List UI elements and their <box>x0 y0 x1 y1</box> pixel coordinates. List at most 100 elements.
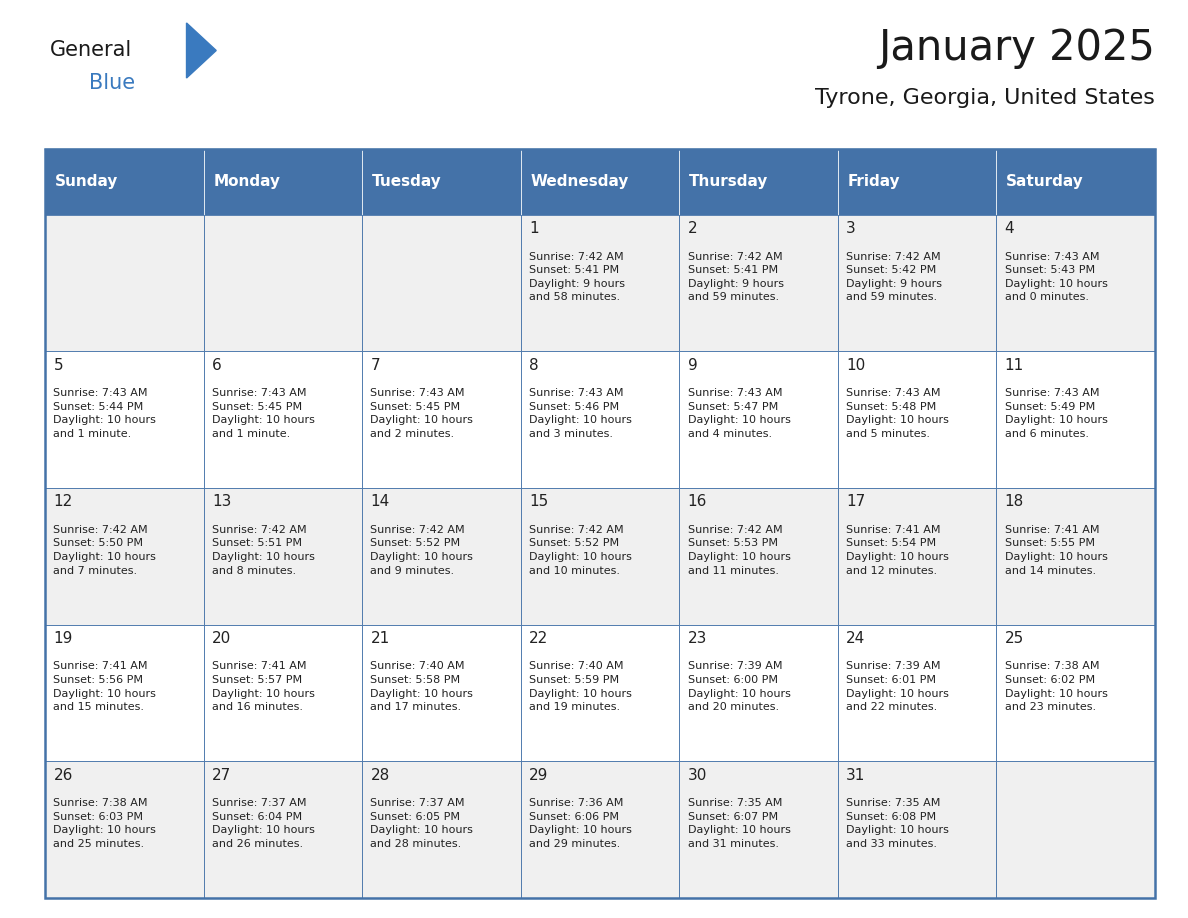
Bar <box>520 352 680 488</box>
Bar <box>997 352 1155 488</box>
Bar <box>45 352 203 488</box>
Bar <box>997 488 1155 624</box>
Text: Tuesday: Tuesday <box>372 174 442 189</box>
Bar <box>203 149 362 215</box>
Text: 7: 7 <box>371 358 380 373</box>
Bar <box>997 149 1155 215</box>
Text: 30: 30 <box>688 767 707 783</box>
Text: 11: 11 <box>1005 358 1024 373</box>
Text: 16: 16 <box>688 495 707 509</box>
Text: General: General <box>50 40 132 61</box>
Bar <box>45 624 203 761</box>
Text: 27: 27 <box>211 767 232 783</box>
Text: 2: 2 <box>688 221 697 236</box>
Bar <box>680 149 838 215</box>
Text: 18: 18 <box>1005 495 1024 509</box>
Text: Sunrise: 7:40 AM
Sunset: 5:58 PM
Daylight: 10 hours
and 17 minutes.: Sunrise: 7:40 AM Sunset: 5:58 PM Dayligh… <box>371 661 473 712</box>
Text: 3: 3 <box>846 221 855 236</box>
Bar <box>680 215 838 352</box>
Text: Sunrise: 7:43 AM
Sunset: 5:43 PM
Daylight: 10 hours
and 0 minutes.: Sunrise: 7:43 AM Sunset: 5:43 PM Dayligh… <box>1005 252 1107 302</box>
Bar <box>520 624 680 761</box>
Text: Sunrise: 7:39 AM
Sunset: 6:00 PM
Daylight: 10 hours
and 20 minutes.: Sunrise: 7:39 AM Sunset: 6:00 PM Dayligh… <box>688 661 790 712</box>
Polygon shape <box>187 23 216 78</box>
Text: 28: 28 <box>371 767 390 783</box>
Bar <box>680 624 838 761</box>
Text: Sunrise: 7:39 AM
Sunset: 6:01 PM
Daylight: 10 hours
and 22 minutes.: Sunrise: 7:39 AM Sunset: 6:01 PM Dayligh… <box>846 661 949 712</box>
Text: Sunday: Sunday <box>55 174 118 189</box>
Text: Monday: Monday <box>213 174 280 189</box>
Text: 12: 12 <box>53 495 72 509</box>
Text: 20: 20 <box>211 631 232 646</box>
Text: 10: 10 <box>846 358 865 373</box>
Text: Sunrise: 7:41 AM
Sunset: 5:57 PM
Daylight: 10 hours
and 16 minutes.: Sunrise: 7:41 AM Sunset: 5:57 PM Dayligh… <box>211 661 315 712</box>
Text: 19: 19 <box>53 631 72 646</box>
Text: Sunrise: 7:43 AM
Sunset: 5:44 PM
Daylight: 10 hours
and 1 minute.: Sunrise: 7:43 AM Sunset: 5:44 PM Dayligh… <box>53 388 157 439</box>
Text: Sunrise: 7:42 AM
Sunset: 5:52 PM
Daylight: 10 hours
and 9 minutes.: Sunrise: 7:42 AM Sunset: 5:52 PM Dayligh… <box>371 525 473 576</box>
Text: Sunrise: 7:41 AM
Sunset: 5:54 PM
Daylight: 10 hours
and 12 minutes.: Sunrise: 7:41 AM Sunset: 5:54 PM Dayligh… <box>846 525 949 576</box>
Text: Sunrise: 7:43 AM
Sunset: 5:47 PM
Daylight: 10 hours
and 4 minutes.: Sunrise: 7:43 AM Sunset: 5:47 PM Dayligh… <box>688 388 790 439</box>
Bar <box>203 624 362 761</box>
Bar <box>680 488 838 624</box>
Bar <box>45 149 1155 898</box>
Text: Sunrise: 7:43 AM
Sunset: 5:48 PM
Daylight: 10 hours
and 5 minutes.: Sunrise: 7:43 AM Sunset: 5:48 PM Dayligh… <box>846 388 949 439</box>
Text: Sunrise: 7:42 AM
Sunset: 5:52 PM
Daylight: 10 hours
and 10 minutes.: Sunrise: 7:42 AM Sunset: 5:52 PM Dayligh… <box>529 525 632 576</box>
Text: Sunrise: 7:42 AM
Sunset: 5:42 PM
Daylight: 9 hours
and 59 minutes.: Sunrise: 7:42 AM Sunset: 5:42 PM Dayligh… <box>846 252 942 302</box>
Text: Sunrise: 7:42 AM
Sunset: 5:51 PM
Daylight: 10 hours
and 8 minutes.: Sunrise: 7:42 AM Sunset: 5:51 PM Dayligh… <box>211 525 315 576</box>
Text: Sunrise: 7:37 AM
Sunset: 6:05 PM
Daylight: 10 hours
and 28 minutes.: Sunrise: 7:37 AM Sunset: 6:05 PM Dayligh… <box>371 798 473 849</box>
Text: Wednesday: Wednesday <box>530 174 628 189</box>
Text: 23: 23 <box>688 631 707 646</box>
Text: Friday: Friday <box>847 174 899 189</box>
Bar <box>362 488 520 624</box>
Text: 26: 26 <box>53 767 72 783</box>
Text: Tyrone, Georgia, United States: Tyrone, Georgia, United States <box>815 88 1155 108</box>
Text: Sunrise: 7:35 AM
Sunset: 6:07 PM
Daylight: 10 hours
and 31 minutes.: Sunrise: 7:35 AM Sunset: 6:07 PM Dayligh… <box>688 798 790 849</box>
Text: 14: 14 <box>371 495 390 509</box>
Text: Thursday: Thursday <box>689 174 769 189</box>
Text: Blue: Blue <box>89 73 135 93</box>
Text: Sunrise: 7:35 AM
Sunset: 6:08 PM
Daylight: 10 hours
and 33 minutes.: Sunrise: 7:35 AM Sunset: 6:08 PM Dayligh… <box>846 798 949 849</box>
Text: Sunrise: 7:38 AM
Sunset: 6:03 PM
Daylight: 10 hours
and 25 minutes.: Sunrise: 7:38 AM Sunset: 6:03 PM Dayligh… <box>53 798 157 849</box>
Text: Sunrise: 7:42 AM
Sunset: 5:41 PM
Daylight: 9 hours
and 59 minutes.: Sunrise: 7:42 AM Sunset: 5:41 PM Dayligh… <box>688 252 784 302</box>
Bar <box>838 352 997 488</box>
Text: Sunrise: 7:43 AM
Sunset: 5:45 PM
Daylight: 10 hours
and 2 minutes.: Sunrise: 7:43 AM Sunset: 5:45 PM Dayligh… <box>371 388 473 439</box>
Bar <box>362 215 520 352</box>
Text: 6: 6 <box>211 358 222 373</box>
Bar <box>520 761 680 898</box>
Bar <box>362 624 520 761</box>
Text: Sunrise: 7:42 AM
Sunset: 5:50 PM
Daylight: 10 hours
and 7 minutes.: Sunrise: 7:42 AM Sunset: 5:50 PM Dayligh… <box>53 525 157 576</box>
Bar <box>838 149 997 215</box>
Bar <box>997 624 1155 761</box>
Text: Sunrise: 7:41 AM
Sunset: 5:55 PM
Daylight: 10 hours
and 14 minutes.: Sunrise: 7:41 AM Sunset: 5:55 PM Dayligh… <box>1005 525 1107 576</box>
Bar <box>838 488 997 624</box>
Bar <box>838 624 997 761</box>
Bar <box>520 488 680 624</box>
Text: Sunrise: 7:36 AM
Sunset: 6:06 PM
Daylight: 10 hours
and 29 minutes.: Sunrise: 7:36 AM Sunset: 6:06 PM Dayligh… <box>529 798 632 849</box>
Text: January 2025: January 2025 <box>878 27 1155 69</box>
Bar <box>997 761 1155 898</box>
Text: Sunrise: 7:40 AM
Sunset: 5:59 PM
Daylight: 10 hours
and 19 minutes.: Sunrise: 7:40 AM Sunset: 5:59 PM Dayligh… <box>529 661 632 712</box>
Text: Sunrise: 7:43 AM
Sunset: 5:45 PM
Daylight: 10 hours
and 1 minute.: Sunrise: 7:43 AM Sunset: 5:45 PM Dayligh… <box>211 388 315 439</box>
Text: 25: 25 <box>1005 631 1024 646</box>
Text: 22: 22 <box>529 631 548 646</box>
Text: 17: 17 <box>846 495 865 509</box>
Text: Sunrise: 7:37 AM
Sunset: 6:04 PM
Daylight: 10 hours
and 26 minutes.: Sunrise: 7:37 AM Sunset: 6:04 PM Dayligh… <box>211 798 315 849</box>
Bar <box>203 352 362 488</box>
Bar <box>362 149 520 215</box>
Text: 21: 21 <box>371 631 390 646</box>
Text: Sunrise: 7:41 AM
Sunset: 5:56 PM
Daylight: 10 hours
and 15 minutes.: Sunrise: 7:41 AM Sunset: 5:56 PM Dayligh… <box>53 661 157 712</box>
Text: Sunrise: 7:43 AM
Sunset: 5:46 PM
Daylight: 10 hours
and 3 minutes.: Sunrise: 7:43 AM Sunset: 5:46 PM Dayligh… <box>529 388 632 439</box>
Text: 15: 15 <box>529 495 548 509</box>
Text: Sunrise: 7:42 AM
Sunset: 5:41 PM
Daylight: 9 hours
and 58 minutes.: Sunrise: 7:42 AM Sunset: 5:41 PM Dayligh… <box>529 252 625 302</box>
Bar <box>203 761 362 898</box>
Text: 13: 13 <box>211 495 232 509</box>
Bar <box>362 352 520 488</box>
Bar <box>45 761 203 898</box>
Text: 4: 4 <box>1005 221 1015 236</box>
Text: 5: 5 <box>53 358 63 373</box>
Bar <box>203 215 362 352</box>
Text: 1: 1 <box>529 221 538 236</box>
Bar <box>203 488 362 624</box>
Text: Sunrise: 7:43 AM
Sunset: 5:49 PM
Daylight: 10 hours
and 6 minutes.: Sunrise: 7:43 AM Sunset: 5:49 PM Dayligh… <box>1005 388 1107 439</box>
Text: Saturday: Saturday <box>1006 174 1083 189</box>
Text: 8: 8 <box>529 358 538 373</box>
